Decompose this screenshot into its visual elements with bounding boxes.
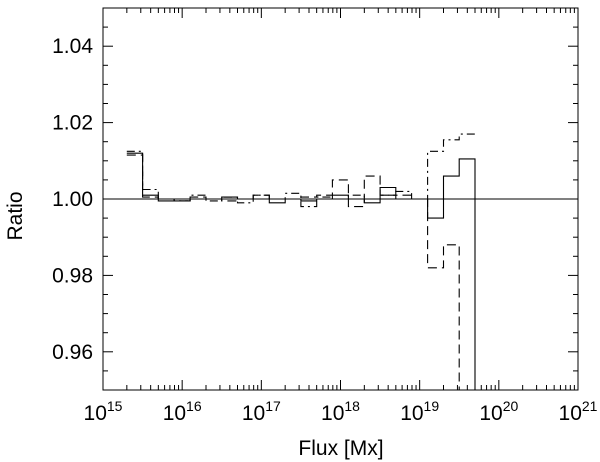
x-tick-label: 1015 <box>84 398 123 425</box>
y-tick-label: 1.00 <box>52 188 93 211</box>
y-tick-label: 0.96 <box>52 341 93 364</box>
axes-layer: 0.96 0.98 1.00 1.02 1.04 1015 1016 1017 1018 1019… <box>52 7 598 425</box>
x-tick-label: 1021 <box>559 398 598 425</box>
y-tick-label: 1.04 <box>52 35 93 58</box>
y-tick-label: 1.02 <box>52 112 93 135</box>
x-tick-label: 1016 <box>163 398 202 425</box>
y-tick-label: 0.98 <box>52 264 93 287</box>
x-tick-label: 1018 <box>321 398 360 425</box>
y-axis-title: Ratio <box>4 191 27 240</box>
series-line-dash-dot <box>126 133 475 208</box>
series-layer <box>126 133 476 391</box>
x-axis-title: Flux [Mx] <box>298 437 383 460</box>
series-line-dashed <box>126 154 475 391</box>
x-tick-label: 1020 <box>479 398 518 425</box>
series-line-solid <box>126 152 476 390</box>
x-tick-label: 1017 <box>242 398 281 425</box>
x-tick-label: 1019 <box>400 398 439 425</box>
